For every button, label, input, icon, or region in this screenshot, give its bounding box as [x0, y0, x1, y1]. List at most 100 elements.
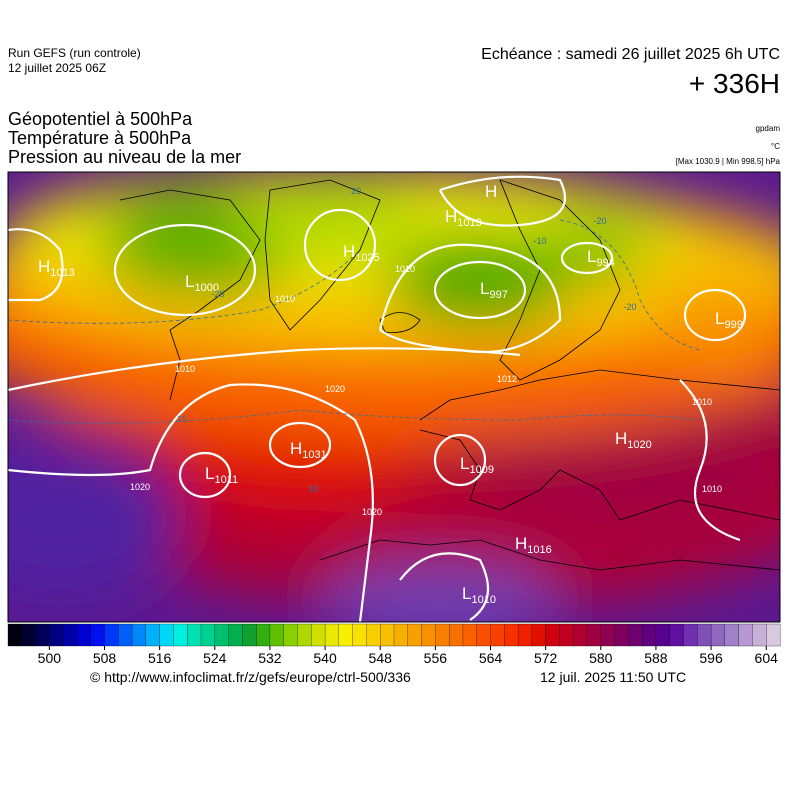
colorbar-cell	[614, 623, 629, 647]
pressure-center: H1020	[615, 429, 652, 451]
coastlines	[119, 179, 780, 571]
colorbar-cell	[338, 623, 354, 647]
issued-time: 12 juil. 2025 11:50 UTC	[540, 669, 687, 685]
contour-label: 20	[351, 186, 361, 196]
colorbar-label: 596	[699, 650, 723, 666]
pressure-center: H1013	[445, 207, 482, 229]
center-letter: L	[185, 272, 194, 291]
contour-label: 1010	[175, 364, 195, 374]
pressure-center: L997	[480, 279, 508, 301]
colorbar-label: 516	[148, 650, 172, 666]
contour-label: -10	[533, 236, 546, 246]
colorbar-label: 588	[644, 650, 668, 666]
valid-time: Echéance : samedi 26 juillet 2025 6h UTC	[481, 46, 780, 63]
colorbar-cell	[380, 623, 395, 647]
colorbar-label: 540	[313, 650, 337, 666]
colorbar-cell	[311, 623, 326, 647]
colorbar-label: 572	[534, 650, 558, 666]
pressure-center: L994	[587, 247, 615, 269]
colorbar-cell	[173, 623, 188, 647]
center-value: 997	[489, 289, 507, 301]
colorbar-cell	[269, 623, 285, 647]
center-value: 1025	[355, 252, 379, 264]
run-date: 12 juillet 2025 06Z	[8, 61, 107, 75]
colorbar-label: 556	[424, 650, 448, 666]
center-value: 1011	[214, 474, 238, 486]
center-value: 1020	[627, 439, 651, 451]
colorbar-cell	[462, 623, 478, 647]
center-value: 1009	[469, 464, 493, 476]
colorbar-cell	[159, 623, 174, 647]
colorbar-cell	[214, 623, 230, 647]
colorbar-label: 564	[479, 650, 503, 666]
lead-time: + 336H	[688, 68, 780, 99]
colorbar-cell	[669, 623, 684, 647]
colorbar-label: 508	[93, 650, 117, 666]
contour-label: 1010	[275, 294, 295, 304]
unit-geo: gpdam	[755, 124, 780, 133]
colorbar-cell	[586, 623, 602, 647]
center-letter: L	[587, 247, 596, 266]
colorbar-cell	[448, 623, 464, 647]
contour-label: 1020	[362, 507, 382, 517]
colorbar-cell	[600, 623, 616, 647]
colorbar-cell	[738, 623, 753, 647]
run: Run GEFS (run controle)	[8, 46, 141, 60]
center-value: 994	[596, 257, 614, 269]
contour-label: -20	[211, 289, 224, 299]
colorbar-cell	[104, 623, 119, 647]
contour-label: 10	[177, 414, 187, 424]
colorbar-cell	[393, 623, 409, 647]
center-value: 999	[724, 319, 742, 331]
colorbar-cell	[683, 623, 698, 647]
isotherms	[8, 219, 701, 424]
pressure-center: L999	[715, 309, 743, 331]
center-letter: H	[445, 207, 457, 226]
colorbar-cell	[283, 623, 298, 647]
pressure-center: H1031	[290, 439, 327, 461]
contour-label: 1020	[325, 384, 345, 394]
colorbar-label: 500	[38, 650, 62, 666]
colorbar-cell	[697, 623, 712, 647]
contour-label: 1020	[130, 482, 150, 492]
colorbar-cell	[531, 623, 547, 647]
colorbar-cell	[490, 623, 505, 647]
center-value: 1013	[457, 217, 481, 229]
colorbar-cell	[724, 623, 740, 647]
center-value: 1013	[50, 267, 74, 279]
colorbar-cell	[131, 623, 147, 647]
temperature-field: H1013 L1000H1025HH1013L997L994L999H1031L1…	[8, 172, 780, 622]
center-value: 1016	[527, 544, 551, 556]
colorbar-cell	[21, 623, 37, 647]
colorbar-label: 532	[258, 650, 282, 666]
contour-label: 1010	[702, 484, 722, 494]
center-letter: H	[515, 534, 527, 553]
colorbar-cell	[7, 623, 23, 647]
colorbar-cell	[228, 623, 243, 647]
source-url: © http://www.infoclimat.fr/z/gefs/europe…	[90, 669, 411, 685]
colorbar-cell	[297, 623, 312, 647]
colorbar-cell	[573, 623, 588, 647]
colorbar-cell	[435, 623, 450, 647]
pressure-center: L1010	[462, 584, 496, 606]
pressure-range: [Max 1030.9 | Min 998.5] hPa	[675, 157, 780, 166]
colorbar-label: 580	[589, 650, 613, 666]
center-letter: H	[38, 257, 50, 276]
colorbar-cell	[545, 623, 560, 647]
pressure-center: H	[485, 182, 497, 201]
center-letter: L	[715, 309, 724, 328]
colorbar-cell	[35, 623, 50, 647]
colorbar-cell	[49, 623, 64, 647]
center-letter: H	[485, 182, 497, 201]
colorbar-label: 548	[369, 650, 393, 666]
colorbar-cell	[62, 623, 78, 647]
colorbar-cell	[559, 623, 574, 647]
center-value: 1031	[302, 449, 326, 461]
center-letter: L	[462, 584, 471, 603]
colorbar-cell	[421, 623, 436, 647]
colorbar-cell	[324, 623, 340, 647]
colorbar-cell	[76, 623, 92, 647]
colorbar-label: 524	[203, 650, 227, 666]
